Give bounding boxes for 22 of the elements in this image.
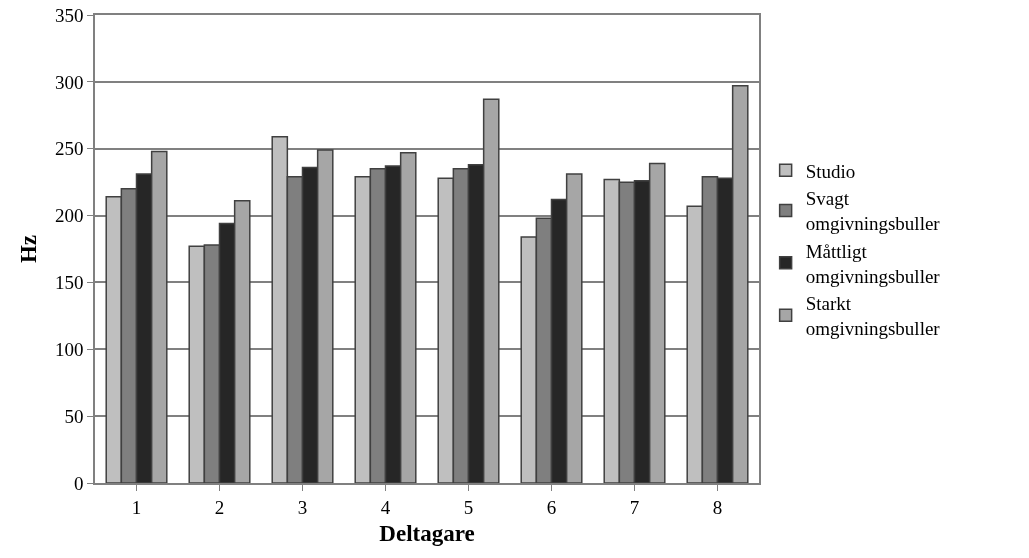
x-axis-title: Deltagare [379,520,475,546]
x-tick-label: 3 [297,496,308,518]
y-tick-label: 150 [54,272,84,294]
y-tick-label: 300 [54,71,84,93]
x-tick-label: 2 [214,496,225,518]
y-tick-label: 0 [73,472,84,494]
y-tick-label: 100 [54,338,84,360]
y-tick-label: 200 [54,205,84,227]
x-tick-label: 8 [712,496,723,518]
legend-label: Studio [805,160,856,182]
x-tick-label: 4 [380,496,391,518]
y-tick-label: 250 [54,138,84,160]
y-tick-label: 350 [54,4,84,26]
x-tick-label: 6 [546,496,557,518]
x-tick-label: 5 [463,496,474,518]
legend-label: Starkt omgivningsbuller [805,293,941,339]
y-tick-label: 50 [64,405,84,427]
y-axis-title: Hz [15,234,41,264]
legend-label: Måttligt omgivningsbuller [805,240,941,287]
legend-label: Svagt omgivningsbuller [805,188,941,235]
x-tick-label: 1 [131,496,142,518]
x-tick-label: 7 [629,496,640,518]
